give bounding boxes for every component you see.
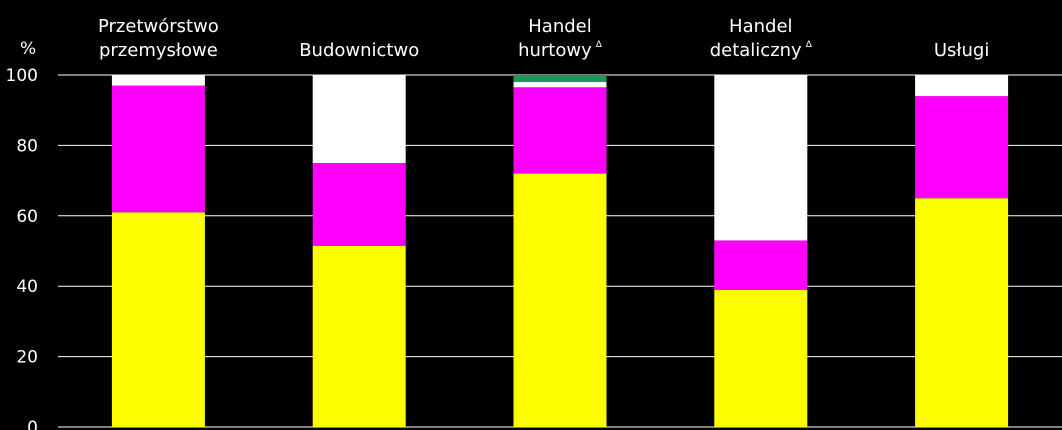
category-mark: Δ — [596, 40, 603, 50]
bar-segment-2-2 — [312, 163, 406, 246]
bar-segment-2-1 — [312, 245, 406, 427]
y-tick-label: 60 — [16, 207, 38, 227]
bar-segment-4-2 — [714, 240, 808, 290]
y-tick-label: 100 — [6, 66, 38, 86]
bar-segment-4-1 — [714, 289, 808, 427]
y-axis-ticks: 0 20 40 60 80 100 — [6, 66, 38, 430]
category-mark: Δ — [806, 40, 813, 50]
y-tick-label: 40 — [16, 277, 38, 297]
category-labels: Przetwórstwo przemysłowe Budownictwo Handel… — [98, 16, 989, 61]
bar-segment-3-3 — [513, 82, 607, 88]
y-tick-label: 20 — [16, 348, 38, 368]
bar-segment-5-2 — [915, 96, 1009, 199]
category-label: Przetwórstwo — [98, 16, 219, 37]
bar-segment-1-3 — [111, 75, 205, 86]
bar-segment-1-2 — [111, 85, 205, 213]
category-label: Handel — [528, 16, 591, 37]
bar-segment-3-2 — [513, 87, 607, 174]
bar-segment-5-3 — [915, 75, 1009, 97]
category-label: Budownictwo — [299, 40, 419, 61]
category-label: Usługi — [934, 40, 990, 61]
category-label: detaliczny Δ — [710, 40, 813, 61]
bar-segment-3-4 — [513, 75, 607, 83]
y-tick-label: 0 — [27, 418, 38, 430]
bars — [111, 75, 1009, 427]
category-label: Handel — [729, 16, 792, 37]
y-tick-label: 80 — [16, 136, 38, 156]
bar-segment-5-1 — [915, 198, 1009, 427]
category-label: hurtowy Δ — [518, 40, 603, 61]
y-axis-label: % — [20, 39, 36, 59]
bar-segment-4-3 — [714, 75, 808, 241]
bar-segment-3-1 — [513, 173, 607, 427]
bar-segment-1-1 — [111, 212, 205, 427]
bar-segment-2-3 — [312, 75, 406, 163]
category-label: przemysłowe — [99, 40, 218, 61]
